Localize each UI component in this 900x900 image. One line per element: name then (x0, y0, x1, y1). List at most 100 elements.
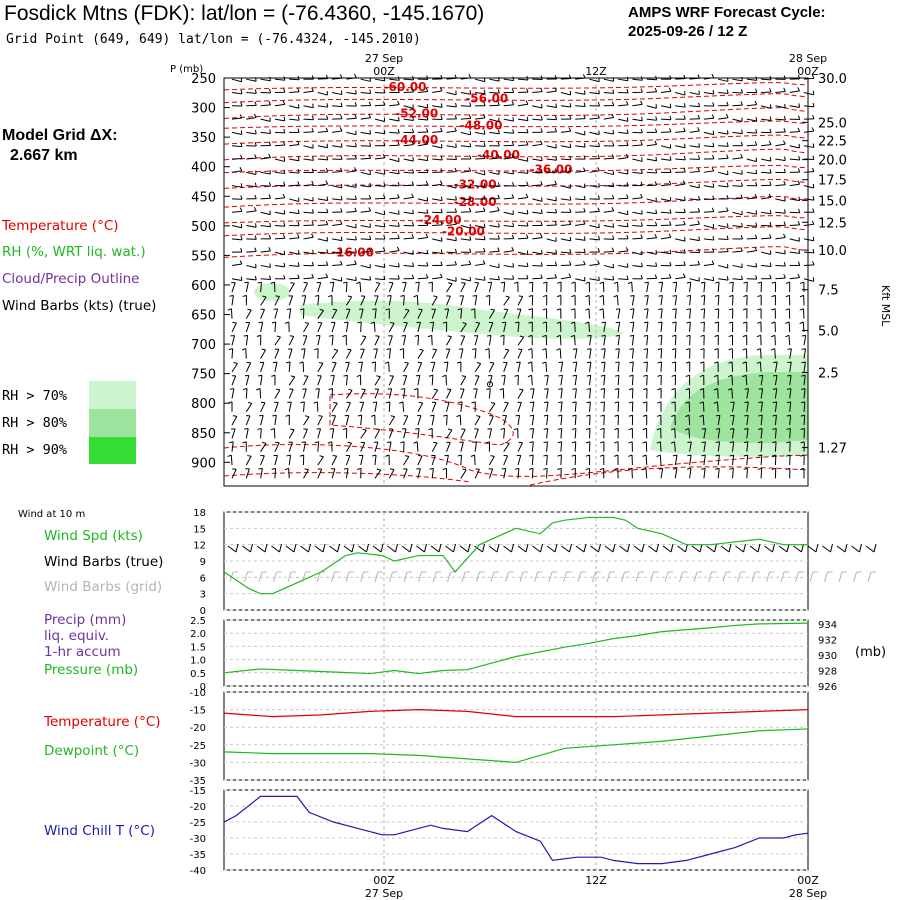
wind-barb-shaft (345, 402, 351, 412)
wind-barb-shaft (489, 185, 500, 187)
wind-barb-shaft (374, 118, 385, 123)
grid-wind-barb (258, 571, 267, 583)
wind-barb-flag (669, 209, 672, 214)
wind-barb-shaft (231, 238, 242, 241)
wind-barb (789, 115, 801, 120)
wind-barb (572, 401, 577, 412)
wind-barb-flag (285, 414, 290, 417)
wind-barb-shaft (746, 225, 757, 227)
wind-barb (603, 263, 615, 269)
wind-barb-flag (728, 361, 733, 364)
wind-barb-shaft (646, 251, 657, 255)
wind-barb (599, 281, 605, 293)
wind-barb-shaft (589, 238, 600, 241)
wind-barb-shaft (718, 117, 729, 120)
wind-barb (472, 441, 477, 452)
wind-barb-flag (555, 115, 558, 120)
wind-barb-shaft (317, 415, 323, 426)
wind-barb-flag (354, 154, 357, 160)
wind-barb-flag (582, 220, 586, 225)
grid-wind-barb-shaft (432, 571, 437, 583)
wind-barb (360, 101, 372, 107)
wind-barb-flag (270, 281, 275, 284)
wind-barb (245, 322, 251, 333)
wind-barb-flag (597, 154, 600, 159)
wind-barb-flag (644, 308, 649, 311)
wind-barb-flag (569, 196, 572, 201)
wind-barb-shaft (432, 224, 443, 227)
grid-wind-barb (432, 571, 441, 583)
wind-barb-flag (729, 441, 734, 444)
wind-barb-shaft (574, 321, 576, 332)
wind-barb-shaft (374, 171, 385, 175)
grid-wind-barb-shaft (258, 571, 263, 583)
wind-barb-shaft (417, 105, 428, 109)
wind-barb (757, 308, 762, 319)
wind-barb (689, 208, 701, 213)
wind-barb (618, 194, 629, 200)
wind-barb-shaft (274, 264, 285, 268)
wind-barb-flag (543, 454, 548, 457)
wind-barb-shaft (374, 264, 385, 269)
wind-barb-flag (800, 441, 805, 444)
surface-wind-barb-flag (830, 543, 833, 553)
wind-barb (729, 441, 735, 452)
wind-barb-shaft (503, 250, 514, 253)
wind-barb-shaft (560, 375, 563, 386)
wind-barb (800, 467, 805, 479)
wind-barb-shaft (703, 77, 714, 80)
wind-barb (614, 414, 619, 426)
wind-barb (632, 141, 643, 147)
wind-barb (431, 454, 436, 466)
wind-barb (374, 263, 386, 269)
wind-barb-flag (697, 208, 701, 213)
wind-barb-shaft (403, 388, 406, 399)
wind-barb (244, 281, 249, 293)
surface-wind-barb-shaft (677, 545, 686, 553)
wind-barb (603, 154, 615, 160)
wind-barb (389, 234, 400, 240)
grid-wind-barb (708, 571, 717, 583)
wind-barb-flag (258, 468, 263, 470)
wind-barb-shaft (474, 416, 481, 426)
wind-barb (542, 308, 548, 319)
wind-barb-flag (347, 295, 352, 298)
wind-barb-flag (283, 128, 286, 134)
wind-barb (646, 221, 658, 227)
wind-barb-flag (670, 441, 675, 444)
wind-barb (457, 308, 463, 319)
wind-barb-flag (771, 454, 777, 457)
wind-barb-flag (597, 102, 600, 107)
grid-wind-barb (809, 571, 818, 583)
wind-barb-shaft (560, 428, 563, 439)
wind-barb-flag (482, 207, 486, 212)
wind-barb-shaft (431, 309, 436, 319)
wind-barb-flag (712, 154, 715, 160)
wind-barb-flag (554, 261, 558, 266)
pressure-tick-label: 926 (818, 682, 837, 693)
wind-barb (571, 281, 576, 293)
wind-barb (384, 361, 390, 372)
wind-barb (542, 281, 548, 293)
wind-barb-shaft (560, 185, 571, 189)
wind-barb-flag (729, 467, 734, 470)
wind-barb-shaft (489, 210, 500, 213)
wind-barb (586, 374, 592, 386)
wind-barb-flag (671, 374, 676, 377)
wind-barb (389, 100, 400, 107)
wind-barb (231, 142, 243, 148)
wind-barb-flag (686, 294, 691, 297)
wind-barb-shaft (417, 309, 423, 319)
wind-barb-shaft (245, 335, 249, 346)
wind-barb-flag (405, 308, 410, 311)
wind-barb-flag (454, 167, 457, 172)
wind-barb (760, 157, 772, 162)
wind-barb-flag (629, 321, 634, 324)
wind-barb-flag (387, 441, 392, 443)
wind-barb-flag (687, 441, 692, 443)
wind-barb-flag (528, 308, 533, 311)
wind-barb-flag (297, 274, 300, 279)
wind-barb-shaft (761, 91, 772, 93)
wind-barb-flag (528, 334, 533, 338)
wind-barb-shaft (389, 144, 400, 147)
